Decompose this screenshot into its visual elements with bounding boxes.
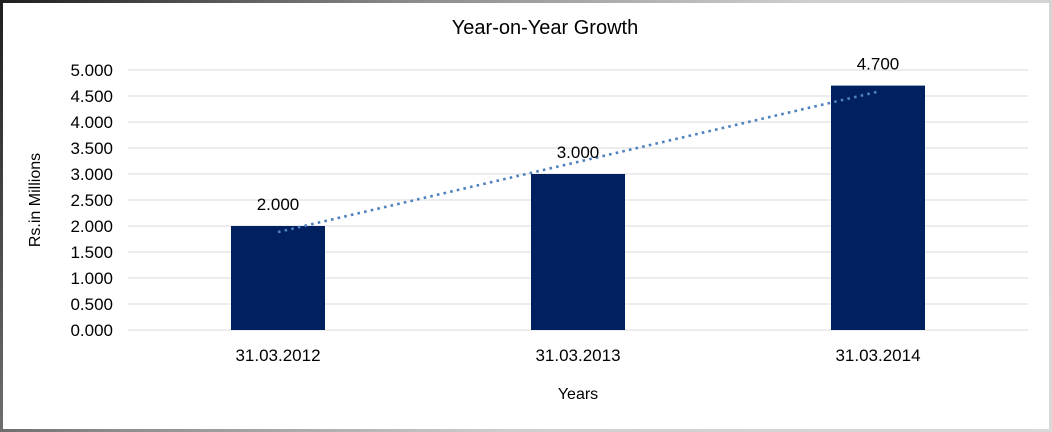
x-category-label: 31.03.2012: [235, 346, 320, 365]
bar-data-label: 4.700: [857, 55, 900, 74]
bar-data-label: 3.000: [557, 143, 600, 162]
trendline: [277, 90, 879, 234]
x-category-label: 31.03.2013: [535, 346, 620, 365]
chart-title: Year-on-Year Growth: [451, 17, 639, 39]
plot-area: 0.000 0.500 1.000 1.500 2.000 2.500 3.000 3.500…: [70, 55, 1028, 365]
bar: [831, 85, 925, 330]
y-tick-label: 0.500: [70, 295, 113, 314]
bar: [231, 226, 325, 330]
y-tick-label: 1.000: [70, 269, 113, 288]
chart-area: Year-on-Year Growth Rs.in Millions Years…: [3, 3, 1049, 429]
x-axis-title: Years: [557, 386, 599, 403]
y-tick-label: 3.500: [70, 139, 113, 158]
y-tick-label: 1.500: [70, 243, 113, 262]
bar-data-label: 2.000: [257, 195, 300, 214]
y-tick-label: 0.000: [70, 321, 113, 340]
y-tick-label: 4.500: [70, 87, 113, 106]
y-tick-label: 3.000: [70, 165, 113, 184]
y-tick-label: 5.000: [70, 61, 113, 80]
y-tick-label: 4.000: [70, 113, 113, 132]
bar: [531, 174, 625, 330]
x-category-label: 31.03.2014: [835, 346, 920, 365]
y-tick-label: 2.500: [70, 191, 113, 210]
y-tick-label: 2.000: [70, 217, 113, 236]
